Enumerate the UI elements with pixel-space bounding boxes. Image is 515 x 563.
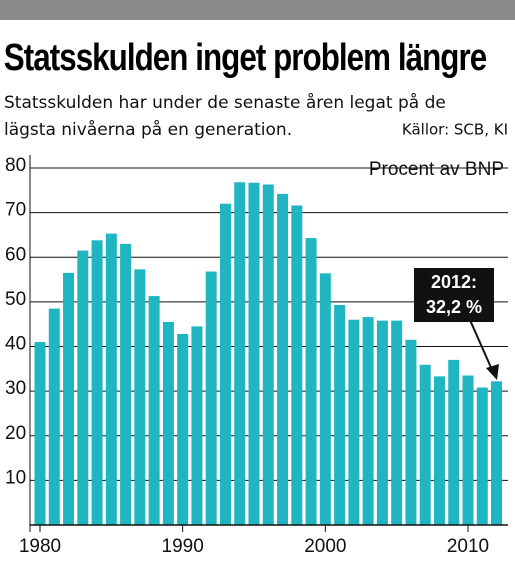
y-tick-label: 20 — [5, 423, 26, 444]
annotation-text: 2012: — [431, 272, 477, 292]
annotation-arrow — [469, 319, 494, 373]
bar — [91, 240, 103, 526]
bar — [248, 182, 260, 525]
bar — [334, 304, 346, 525]
bar — [48, 308, 60, 525]
chart-title: Statsskulden inget problem längre — [4, 36, 487, 79]
bar — [476, 387, 488, 525]
x-tick-label: 1980 — [19, 536, 61, 557]
bar — [391, 320, 403, 525]
bar — [219, 203, 231, 525]
bar — [63, 272, 75, 525]
bar — [448, 359, 460, 525]
bar — [319, 273, 331, 525]
bar — [191, 326, 203, 525]
bar — [362, 317, 374, 525]
y-tick-label: 60 — [5, 244, 26, 265]
x-tick-label: 2000 — [304, 536, 346, 557]
bar — [105, 233, 117, 525]
bar — [491, 381, 503, 525]
bar — [291, 205, 303, 526]
annotation-arrowhead — [486, 364, 499, 380]
bar — [405, 339, 417, 525]
top-stripe — [0, 0, 515, 20]
bar — [234, 182, 246, 525]
subtitle: Statsskulden har under de senaste åren l… — [4, 92, 446, 113]
subtitle: lägsta nivåerna på en generation. — [4, 119, 292, 140]
x-tick-label: 1990 — [162, 536, 204, 557]
bar — [77, 250, 89, 525]
annotation-text: 32,2 % — [426, 297, 482, 317]
y-tick-label: 30 — [5, 378, 26, 399]
bar — [277, 193, 289, 525]
source: Källor: SCB, KI — [402, 121, 508, 139]
bar — [134, 269, 146, 525]
y-axis-label: Procent av BNP — [369, 159, 504, 180]
y-tick-label: 80 — [5, 155, 26, 176]
y-tick-label: 40 — [5, 334, 26, 355]
bar — [348, 319, 360, 525]
bar — [262, 184, 274, 526]
y-tick-label: 70 — [5, 200, 26, 221]
label-bg — [372, 155, 508, 183]
bar — [120, 243, 132, 526]
bar — [305, 238, 317, 525]
annotation-box — [414, 268, 494, 322]
bar — [34, 342, 46, 525]
bar — [162, 321, 174, 525]
bar — [462, 375, 474, 525]
bar — [205, 271, 217, 525]
bar — [148, 296, 160, 525]
bar — [419, 364, 431, 525]
bar — [433, 376, 445, 525]
bar — [376, 320, 388, 525]
x-tick-label: 2010 — [447, 536, 489, 557]
y-tick-label: 50 — [5, 289, 26, 310]
bar — [177, 334, 189, 525]
y-tick-label: 10 — [5, 467, 26, 488]
